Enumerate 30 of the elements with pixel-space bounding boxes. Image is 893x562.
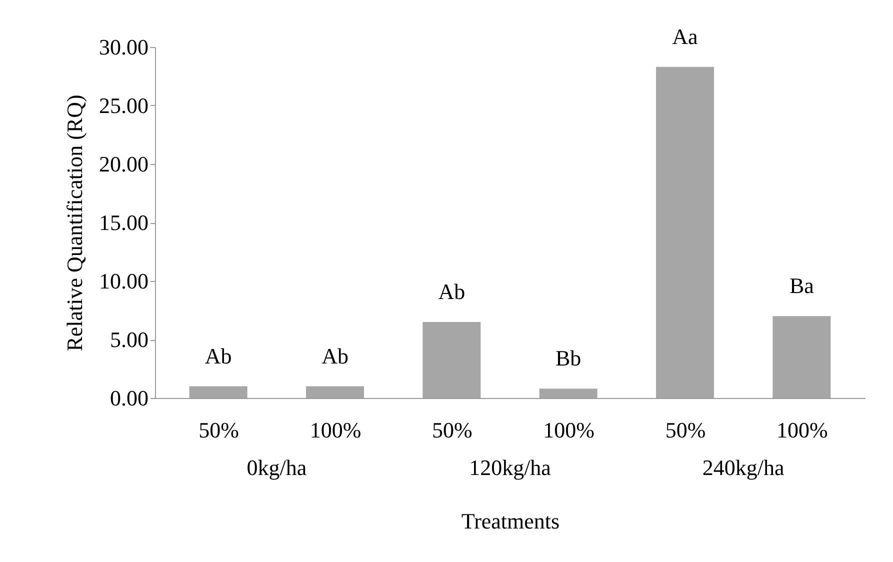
data-label: Ab [322,343,348,368]
y-tick-label: 20.00 [99,152,148,176]
data-label: Aa [672,24,698,49]
x-tick-label: 100% [543,418,594,442]
data-label: Ba [789,273,814,298]
y-tick-label: 25.00 [99,93,148,118]
bar [656,66,714,398]
bar [539,388,598,398]
y-tick-label: 10.00 [99,268,148,294]
y-tick-label: 0.00 [110,386,148,410]
x-tick-label: 50% [432,418,472,442]
y-tick-label: 15.00 [99,210,148,235]
bar [772,316,831,398]
x-tick-label: 50% [665,418,706,442]
text: 0kg/ha [246,455,307,480]
bar [189,386,248,398]
x-axis-title: Treatments [461,508,560,534]
y-tick-label: 30.00 [99,34,148,60]
data-label: Bb [555,346,582,371]
x-tick-label: 50% [198,418,239,442]
data-label: Ab [438,278,466,304]
text: 120kg/ha [469,455,552,480]
bar [306,386,364,398]
x-tick-label: 100% [776,418,828,442]
y-tick-label: 5.00 [110,327,148,352]
y-axis-title: Relative Quantification (RQ) [62,94,87,352]
data-label: Ab [204,343,232,368]
bar [422,322,481,398]
x-tick-label: 100% [310,418,362,442]
text: 240kg/ha [702,455,784,480]
